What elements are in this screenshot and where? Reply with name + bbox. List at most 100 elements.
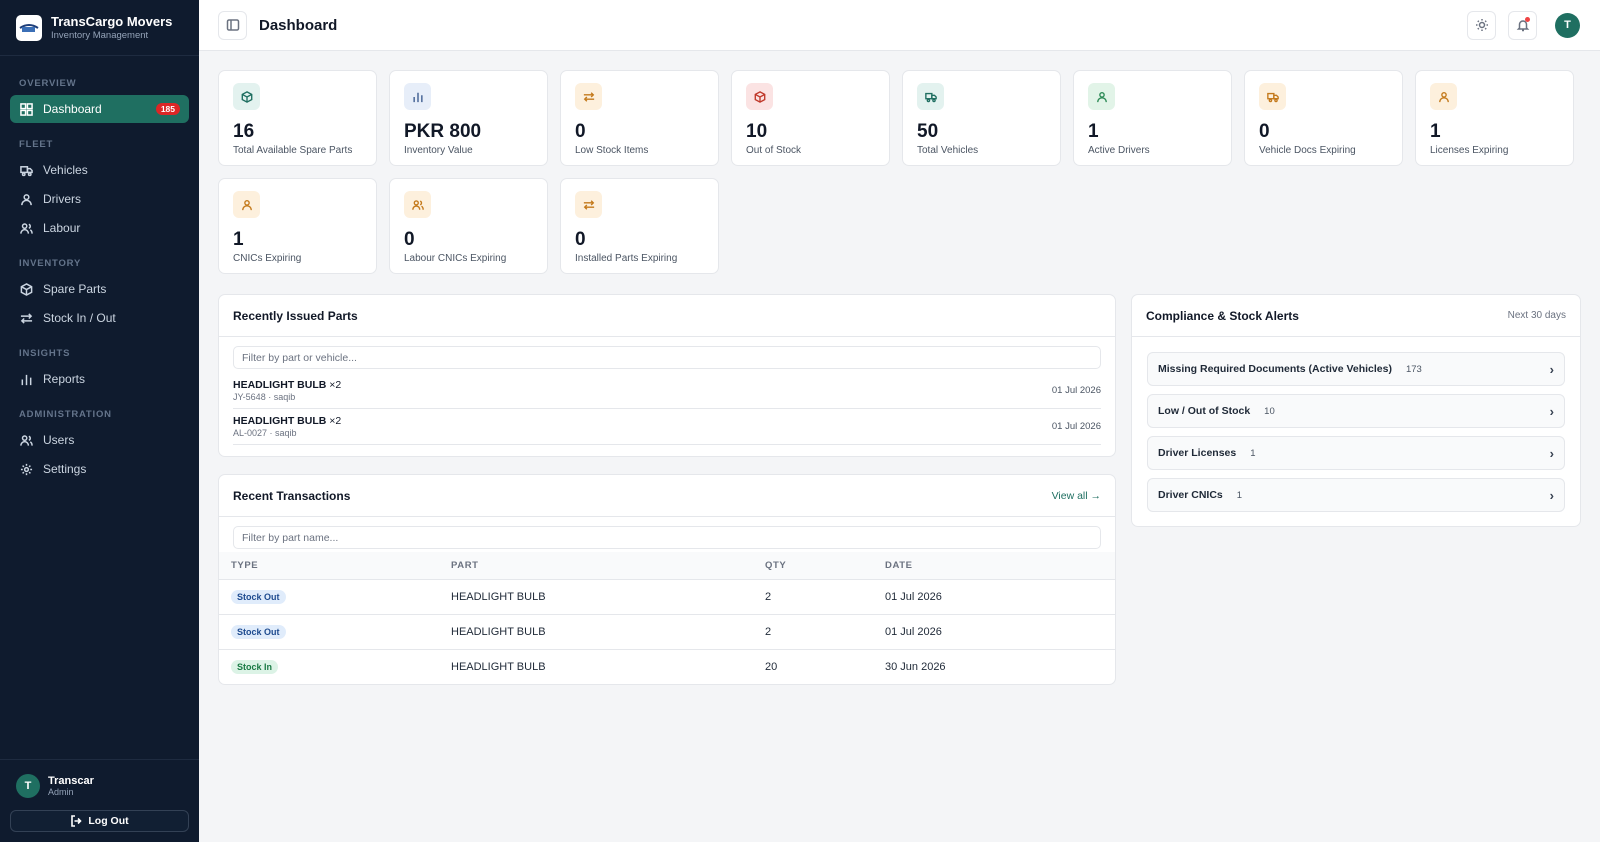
stat-label: Total Available Spare Parts — [233, 145, 353, 156]
sidebar-item-label: Stock In / Out — [43, 311, 116, 325]
sidebar-item-label: Users — [43, 433, 75, 447]
sidebar-item-users[interactable]: Users — [10, 426, 189, 454]
panel-title: Recently Issued Parts — [233, 308, 358, 323]
sidebar-item-label: Drivers — [43, 192, 81, 206]
lower-section: Recently Issued Parts HEADLIGHT BULB ×2J… — [218, 294, 1581, 685]
truck-icon — [1259, 83, 1286, 110]
transactions-table: TYPE PART QTY DATE Stock Out HEADLIGHT BU… — [219, 552, 1115, 684]
bell-icon — [1516, 20, 1529, 32]
cell-type: Stock Out — [219, 579, 439, 615]
nav-section-administration: ADMINISTRATION — [19, 409, 112, 420]
stat-card[interactable]: 10 Out of Stock — [731, 70, 890, 166]
issued-date: 01 Jul 2026 — [1051, 421, 1101, 432]
logout-icon — [71, 815, 83, 827]
cell-date: 30 Jun 2026 — [885, 660, 946, 673]
stat-value: PKR 800 — [404, 121, 482, 142]
grid-icon — [19, 102, 33, 116]
column-header-part[interactable]: PART — [439, 552, 753, 580]
sidebar-item-spare-parts[interactable]: Spare Parts — [10, 275, 189, 303]
gear-icon — [19, 462, 33, 476]
sidebar-item-labour[interactable]: Labour — [10, 214, 189, 242]
stat-card[interactable]: 1 CNICs Expiring — [218, 178, 377, 274]
stat-card[interactable]: 1 Active Drivers — [1073, 70, 1232, 166]
column-header-type[interactable]: TYPE — [219, 552, 439, 580]
cell-qty: 2 — [753, 579, 873, 615]
sidebar-item-label: Vehicles — [43, 163, 88, 177]
sidebar-item-drivers[interactable]: Drivers — [10, 185, 189, 213]
cell-date: 01 Jul 2026 — [873, 579, 1115, 615]
sidebar-item-reports[interactable]: Reports — [10, 365, 189, 393]
alert-item[interactable]: Low / Out of Stock 10 › — [1147, 394, 1565, 428]
alert-item[interactable]: Driver CNICs 1 › — [1147, 478, 1565, 512]
stat-card[interactable]: PKR 800 Inventory Value — [389, 70, 548, 166]
view-all-link[interactable]: View all → — [1051, 489, 1101, 502]
alert-label: Driver CNICs — [1158, 489, 1223, 501]
table-row[interactable]: Stock In HEADLIGHT BULB 20 30 Jun 2026 — [219, 649, 1115, 684]
transactions-body: Stock Out HEADLIGHT BULB 2 01 Jul 2026 Stock… — [219, 579, 1115, 684]
dashboard-content: 16 Total Available Spare Parts PKR 800 Inve… — [199, 51, 1600, 685]
page-title: Dashboard — [259, 16, 338, 34]
panel-header: Compliance & Stock Alerts Next 30 days — [1132, 295, 1580, 337]
notifications-button[interactable] — [1508, 10, 1537, 40]
sidebar-toggle-button[interactable] — [218, 10, 247, 40]
cell-qty: 20 — [765, 660, 778, 673]
sidebar-item-vehicles[interactable]: Vehicles — [10, 156, 189, 184]
main: Dashboard T 16 Total Available Spare Part… — [199, 0, 1600, 842]
stat-card[interactable]: 0 Labour CNICs Expiring — [389, 178, 548, 274]
issued-meta: AL-0027 · saqib — [233, 428, 297, 438]
theme-toggle-button[interactable] — [1467, 10, 1496, 40]
cell-part: HEADLIGHT BULB — [451, 660, 546, 673]
stat-label: CNICs Expiring — [233, 253, 302, 264]
stat-value: 1 — [1088, 121, 1099, 142]
stat-label: Active Drivers — [1088, 145, 1150, 156]
nav-section-overview: OVERVIEW — [19, 78, 77, 89]
sidebar-item-settings[interactable]: Settings — [10, 455, 189, 483]
chevron-right-icon: › — [1549, 361, 1554, 377]
bar-chart-icon — [404, 83, 431, 110]
topbar-actions: T — [1467, 10, 1580, 40]
stat-value: 1 — [1430, 121, 1441, 142]
users-icon — [19, 221, 33, 235]
stat-card[interactable]: 50 Total Vehicles — [902, 70, 1061, 166]
bar-chart-icon — [19, 372, 33, 386]
nav-section-inventory: INVENTORY — [19, 258, 82, 269]
issued-filter-input[interactable] — [233, 346, 1101, 369]
list-item[interactable]: HEADLIGHT BULB ×2 AL-0027 · saqib 01 Jul 2… — [233, 409, 1101, 445]
issued-date: 01 Jul 2026 — [1051, 385, 1101, 396]
table-row[interactable]: Stock Out HEADLIGHT BULB 2 01 Jul 2026 — [219, 614, 1115, 650]
issued-qty: ×2 — [329, 379, 342, 391]
avatar[interactable]: T — [1555, 12, 1580, 38]
alert-item[interactable]: Missing Required Documents (Active Vehic… — [1147, 352, 1565, 386]
column-header-qty[interactable]: QTY — [753, 552, 873, 580]
table-row[interactable]: Stock Out HEADLIGHT BULB 2 01 Jul 2026 — [219, 579, 1115, 615]
stat-card[interactable]: 0 Low Stock Items — [560, 70, 719, 166]
cell-type: Stock Out — [219, 614, 439, 650]
panel-header: Recent Transactions View all → — [219, 475, 1115, 517]
brand-name: TransCargo Movers — [51, 14, 173, 29]
status-badge: Stock Out — [231, 624, 286, 639]
alert-list: Missing Required Documents (Active Vehic… — [1132, 337, 1580, 526]
stat-card[interactable]: 1 Licenses Expiring — [1415, 70, 1574, 166]
stat-label: Low Stock Items — [575, 145, 649, 156]
sidebar-nav: OVERVIEW Dashboard 185 FLEET Vehicles Dr… — [0, 56, 199, 759]
brand-subtitle: Inventory Management — [51, 30, 149, 41]
list-item[interactable]: HEADLIGHT BULB ×2 JY-5648 · saqib 01 Jul 2… — [233, 373, 1101, 409]
left-column: Recently Issued Parts HEADLIGHT BULB ×2J… — [218, 294, 1116, 685]
logout-button[interactable]: Log Out — [10, 810, 189, 832]
alert-item[interactable]: Driver Licenses 1 › — [1147, 436, 1565, 470]
stat-card[interactable]: 0 Vehicle Docs Expiring — [1244, 70, 1403, 166]
recent-transactions-panel: Recent Transactions View all → TYPE PART… — [218, 474, 1116, 685]
chevron-right-icon: › — [1549, 445, 1554, 461]
sidebar-item-dashboard[interactable]: Dashboard 185 — [10, 95, 189, 123]
stat-card[interactable]: 16 Total Available Spare Parts — [218, 70, 377, 166]
user-icon — [233, 191, 260, 218]
notification-dot — [1525, 16, 1530, 22]
transactions-filter-input[interactable] — [233, 526, 1101, 549]
sidebar-panel-icon — [226, 19, 239, 31]
stat-value: 16 — [233, 121, 255, 142]
column-header-date[interactable]: DATE — [873, 552, 1115, 580]
stat-value: 10 — [746, 121, 768, 142]
swap-icon — [19, 311, 33, 325]
sidebar-item-stock[interactable]: Stock In / Out — [10, 304, 189, 332]
stat-card[interactable]: 0 Installed Parts Expiring — [560, 178, 719, 274]
